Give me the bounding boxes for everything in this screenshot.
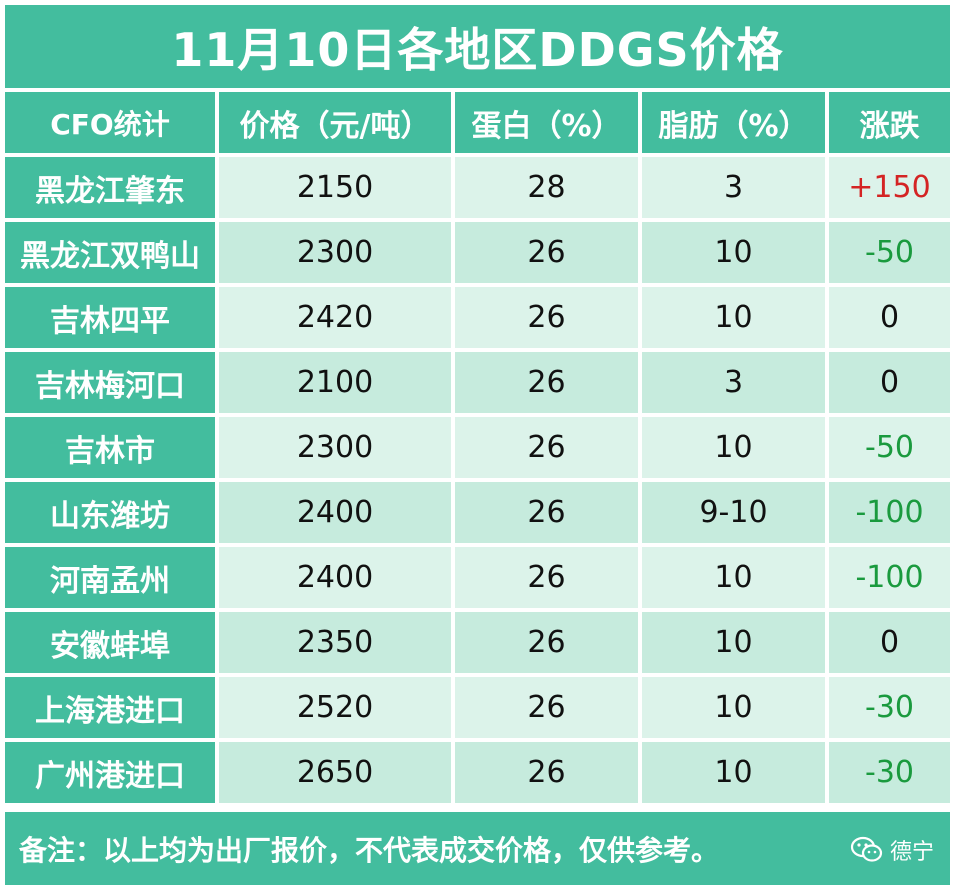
region-cell: 吉林梅河口 <box>5 352 215 413</box>
fat-cell: 10 <box>642 222 825 283</box>
price-cell: 2300 <box>219 222 451 283</box>
region-cell: 吉林四平 <box>5 287 215 348</box>
change-cell: -50 <box>829 222 950 283</box>
change-cell: 0 <box>829 352 950 413</box>
region-cell: 广州港进口 <box>5 742 215 803</box>
table-row: 吉林市 2300 26 10 -50 <box>5 417 950 478</box>
change-cell: -30 <box>829 677 950 738</box>
table-row: 安徽蚌埠 2350 26 10 0 <box>5 612 950 673</box>
fat-cell: 3 <box>642 157 825 218</box>
change-cell: -30 <box>829 742 950 803</box>
change-cell: -50 <box>829 417 950 478</box>
price-cell: 2350 <box>219 612 451 673</box>
header-protein: 蛋白（%） <box>455 92 638 153</box>
header-change: 涨跌 <box>829 92 950 153</box>
region-cell: 安徽蚌埠 <box>5 612 215 673</box>
fat-cell: 10 <box>642 547 825 608</box>
price-cell: 2420 <box>219 287 451 348</box>
protein-cell: 26 <box>455 352 638 413</box>
table-row: 山东潍坊 2400 26 9-10 -100 <box>5 482 950 543</box>
fat-cell: 10 <box>642 417 825 478</box>
header-price: 价格（元/吨） <box>219 92 451 153</box>
table-row: 河南孟州 2400 26 10 -100 <box>5 547 950 608</box>
price-cell: 2520 <box>219 677 451 738</box>
watermark: 德宁 <box>850 834 934 866</box>
region-cell: 河南孟州 <box>5 547 215 608</box>
footer-text: 备注：以上均为出厂报价，不代表成交价格，仅供参考。 <box>19 833 720 867</box>
price-cell: 2400 <box>219 547 451 608</box>
protein-cell: 26 <box>455 222 638 283</box>
region-cell: 黑龙江双鸭山 <box>5 222 215 283</box>
change-cell: -100 <box>829 547 950 608</box>
change-cell: +150 <box>829 157 950 218</box>
fat-cell: 9-10 <box>642 482 825 543</box>
table-row: 黑龙江肇东 2150 28 3 +150 <box>5 157 950 218</box>
table-title: 11月10日各地区DDGS价格 <box>5 5 950 88</box>
header-fat: 脂肪（%） <box>642 92 825 153</box>
region-cell: 上海港进口 <box>5 677 215 738</box>
protein-cell: 26 <box>455 547 638 608</box>
protein-cell: 26 <box>455 612 638 673</box>
fat-cell: 10 <box>642 742 825 803</box>
price-cell: 2100 <box>219 352 451 413</box>
table-row: 广州港进口 2650 26 10 -30 <box>5 742 950 803</box>
protein-cell: 26 <box>455 287 638 348</box>
protein-cell: 26 <box>455 677 638 738</box>
change-cell: 0 <box>829 612 950 673</box>
protein-cell: 26 <box>455 742 638 803</box>
protein-cell: 26 <box>455 482 638 543</box>
protein-cell: 26 <box>455 417 638 478</box>
price-cell: 2300 <box>219 417 451 478</box>
footer-note: 备注：以上均为出厂报价，不代表成交价格，仅供参考。 德宁 <box>5 812 950 885</box>
table-row: 吉林梅河口 2100 26 3 0 <box>5 352 950 413</box>
fat-cell: 3 <box>642 352 825 413</box>
table-header-row: CFO统计 价格（元/吨） 蛋白（%） 脂肪（%） 涨跌 <box>5 92 950 153</box>
region-cell: 黑龙江肇东 <box>5 157 215 218</box>
fat-cell: 10 <box>642 612 825 673</box>
fat-cell: 10 <box>642 677 825 738</box>
wechat-icon <box>850 836 883 862</box>
price-cell: 2150 <box>219 157 451 218</box>
watermark-text: 德宁 <box>889 840 934 865</box>
change-cell: 0 <box>829 287 950 348</box>
protein-cell: 28 <box>455 157 638 218</box>
region-cell: 山东潍坊 <box>5 482 215 543</box>
region-cell: 吉林市 <box>5 417 215 478</box>
table-row: 吉林四平 2420 26 10 0 <box>5 287 950 348</box>
price-cell: 2400 <box>219 482 451 543</box>
table-row: 黑龙江双鸭山 2300 26 10 -50 <box>5 222 950 283</box>
fat-cell: 10 <box>642 287 825 348</box>
price-cell: 2650 <box>219 742 451 803</box>
header-cfo: CFO统计 <box>5 92 215 153</box>
table-row: 上海港进口 2520 26 10 -30 <box>5 677 950 738</box>
change-cell: -100 <box>829 482 950 543</box>
